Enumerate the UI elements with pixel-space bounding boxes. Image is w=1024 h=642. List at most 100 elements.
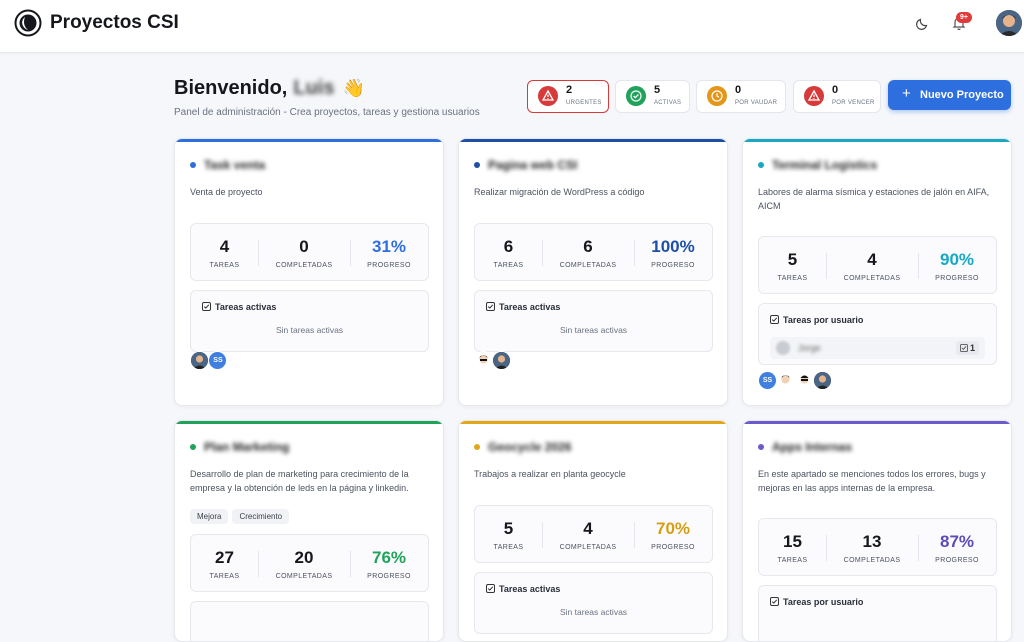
notification-count-badge: 9+ [956,12,972,23]
member-avatar[interactable] [474,351,493,370]
project-description: Desarrollo de plan de marketing para cre… [190,469,409,493]
project-card[interactable]: Pagina web CSI Realizar migración de Wor… [458,138,728,406]
alert-triangle-icon [538,86,558,106]
tasks-count: 5 [787,250,798,269]
user-task-row[interactable]: Jorge 1 [770,337,985,359]
project-name[interactable]: Task venta [204,158,266,172]
member-avatar[interactable] [776,371,796,390]
tasks-label: TAREAS [493,262,524,269]
tasks-label: TAREAS [209,262,240,269]
completed-label: COMPLETADAS [559,544,617,551]
user-name: Luis [293,77,335,99]
project-description: En este apartado se menciones todos los … [758,469,986,493]
stat-value: 5 [654,84,661,96]
member-avatar-initials[interactable]: SS [208,351,228,370]
tasks-label: TAREAS [777,557,808,564]
stat-por-validar[interactable]: 0 POR VAUDAR [696,80,786,113]
progress-label: PROGRESO [367,573,411,580]
project-stats: 15 TAREAS 13 COMPLETADAS 87% PROGRESO [758,518,997,576]
welcome-text: Bienvenido, [174,77,288,99]
user-name: Jorge [798,343,821,353]
project-name[interactable]: Plan Marketing [204,440,290,454]
progress-label: PROGRESO [935,557,979,564]
app-logo[interactable] [14,9,42,37]
active-tasks-heading: Tareas activas [499,302,561,312]
project-stats: 5 TAREAS 4 COMPLETADAS 90% PROGRESO [758,236,997,294]
member-avatar[interactable] [492,351,512,370]
app-title: Proyectos CSI [50,12,179,33]
active-tasks-heading: Tareas activas [215,302,277,312]
card-accent-line [175,139,443,142]
card-accent-line [459,139,727,142]
alert-triangle-icon [804,86,824,106]
stat-value: 0 [735,84,742,96]
project-card[interactable]: Plan Marketing Desarrollo de plan de mar… [174,420,444,642]
stat-label: ACTIVAS [654,100,682,106]
clock-icon [707,86,727,106]
theme-toggle-moon-icon[interactable] [914,14,932,32]
project-tags: Mejora Crecimiento [190,506,293,524]
project-card[interactable]: Task venta Venta de proyecto 4 TAREAS 0 CO… [174,138,444,406]
active-tasks-panel: Tareas activas Sin tareas activas [190,290,429,352]
stat-value: 0 [832,84,839,96]
tasks-by-user-panel: Tareas por usuario Jorge 1 [758,303,997,365]
member-avatar[interactable] [813,371,833,390]
tag[interactable]: Mejora [190,509,229,524]
progress-value: 70% [655,519,691,538]
stat-label: URGENTES [566,100,602,106]
status-dot [758,162,764,168]
completed-count: 4 [583,519,593,538]
checkbox-icon [959,344,968,352]
check-circle-icon [626,86,646,106]
welcome-heading: Bienvenido, Luis 👋 [174,77,365,100]
project-description: Trabajos a realizar en planta geocycle [474,469,626,479]
tasks-count: 6 [503,237,514,256]
stat-activas[interactable]: 5 ACTIVAS [615,80,690,113]
project-stats: 5 TAREAS 4 COMPLETADAS 70% PROGRESO [474,505,713,563]
tasks-label: TAREAS [493,544,524,551]
completed-count: 20 [294,548,314,567]
progress-label: PROGRESO [651,262,695,269]
completed-label: COMPLETADAS [843,275,901,282]
tag[interactable]: Crecimiento [232,509,290,524]
stat-label: POR VAUDAR [735,100,778,106]
tasks-label: TAREAS [777,275,808,282]
new-project-button[interactable]: + Nuevo Proyecto [888,80,1011,110]
project-card[interactable]: Geocycle 2026 Trabajos a realizar en pla… [458,420,728,642]
new-project-label: Nuevo Proyecto [920,89,1004,101]
member-avatar-initials[interactable]: SS [758,371,777,390]
completed-count: 4 [867,250,877,269]
empty-tasks-text: Sin tareas activas [559,325,628,335]
project-stats: 27 TAREAS 20 COMPLETADAS 76% PROGRESO [190,534,429,592]
member-avatar[interactable] [794,371,814,390]
project-name[interactable]: Terminal Logistics [772,158,878,172]
completed-count: 6 [583,237,593,256]
tasks-by-user-heading: Tareas por usuario [783,315,864,325]
member-avatars: SS [758,371,833,390]
project-card[interactable]: Apps Internas En este apartado se mencio… [742,420,1012,642]
checkbox-icon [770,597,779,606]
tasks-count: 4 [219,237,230,256]
checkbox-icon [486,584,495,593]
stat-por-vencer[interactable]: 0 POR VENCER [793,80,881,113]
project-card[interactable]: Terminal Logistics Labores de alarma sís… [742,138,1012,406]
member-avatar[interactable] [190,351,209,370]
user-avatar[interactable] [996,10,1022,36]
project-name[interactable]: Apps Internas [772,440,853,454]
project-description: Labores de alarma sísmica y estaciones d… [758,187,990,211]
tasks-label: TAREAS [209,573,240,580]
project-name[interactable]: Pagina web CSI [488,158,578,172]
active-tasks-panel: Tareas activas Sin tareas activas [474,290,713,352]
active-tasks-panel [190,601,429,641]
user-avatar-small [776,341,790,355]
progress-value: 100% [651,237,695,256]
project-name[interactable]: Geocycle 2026 [488,440,572,454]
page-subtitle: Panel de administración - Crea proyectos… [174,107,480,118]
project-stats: 4 TAREAS 0 COMPLETADAS 31% PROGRESO [190,223,429,281]
stat-urgentes[interactable]: 2 URGENTES [527,80,609,113]
completed-label: COMPLETADAS [275,262,333,269]
user-task-count: 1 [955,341,979,355]
user-task-count-value: 1 [969,343,975,353]
completed-count: 13 [862,532,882,551]
progress-value: 90% [939,250,975,269]
